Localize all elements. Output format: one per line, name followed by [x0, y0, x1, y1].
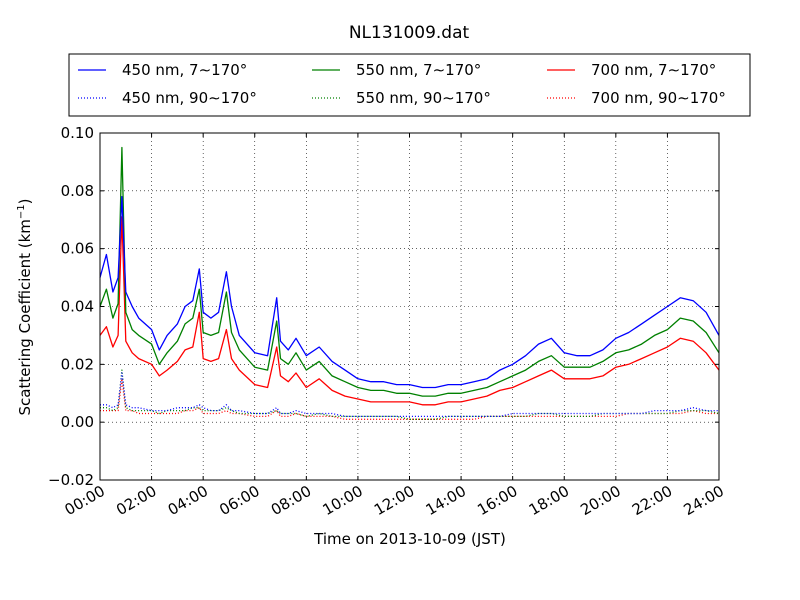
series-line-3: [100, 372, 719, 418]
x-tick-label: 10:00: [319, 482, 365, 519]
grid: [100, 133, 719, 480]
legend-label: 700 nm, 7∼170°: [591, 61, 716, 79]
x-tick-label: 18:00: [526, 482, 572, 519]
x-tick-label: 24:00: [681, 482, 727, 519]
y-tick-label: 0.00: [61, 413, 94, 431]
legend-label: 450 nm, 90∼170°: [122, 89, 257, 107]
legend-label: 550 nm, 90∼170°: [356, 89, 491, 107]
y-axis-label: Scattering Coefficient (km−1): [16, 198, 34, 415]
x-tick-label: 06:00: [216, 482, 262, 519]
legend-label: 550 nm, 7∼170°: [356, 61, 481, 79]
x-tick-label: 02:00: [113, 482, 159, 519]
x-tick-label: 08:00: [268, 482, 314, 519]
y-tick-label: −0.02: [48, 471, 94, 489]
x-tick-label: 20:00: [577, 482, 623, 519]
series-line-0: [99, 195, 720, 389]
series-line-4: [100, 369, 720, 420]
y-tick-label: 0.08: [61, 182, 94, 200]
legend-label: 700 nm, 90∼170°: [591, 89, 726, 107]
y-axis-label-main: Scattering Coefficient (km: [16, 219, 34, 415]
x-tick-label: 16:00: [474, 482, 520, 519]
series-layer: [99, 146, 720, 420]
y-axis-label-sup: −1: [16, 204, 27, 219]
x-axis-label: Time on 2013-10-09 (JST): [313, 530, 506, 548]
x-tick-label: 04:00: [165, 482, 211, 519]
y-tick-label: 0.04: [61, 298, 94, 316]
y-tick-label: 0.10: [61, 124, 94, 142]
ticks: [99, 132, 720, 481]
y-axis-label-end: ): [16, 198, 34, 204]
y-tick-labels: −0.02 0.00 0.02 0.04 0.06 0.08 0.10: [48, 124, 94, 489]
legend-label: 450 nm, 7∼170°: [122, 61, 247, 79]
x-tick-label: 22:00: [629, 482, 675, 519]
series-line-1: [99, 146, 720, 397]
series-line-2: [99, 216, 720, 406]
chart-title: NL131009.dat: [349, 23, 470, 43]
x-tick-label: 14:00: [423, 482, 469, 519]
x-tick-labels: 00:00 02:00 04:00 06:00 08:00 10:00 12:00 14:00…: [62, 482, 727, 519]
y-tick-label: 0.06: [61, 240, 94, 258]
x-tick-label: 12:00: [371, 482, 417, 519]
legend: 450 nm, 7∼170° 550 nm, 7∼170° 700 nm, 7∼17…: [68, 53, 751, 117]
y-tick-label: 0.02: [61, 355, 94, 373]
legend-frame: [68, 53, 751, 117]
